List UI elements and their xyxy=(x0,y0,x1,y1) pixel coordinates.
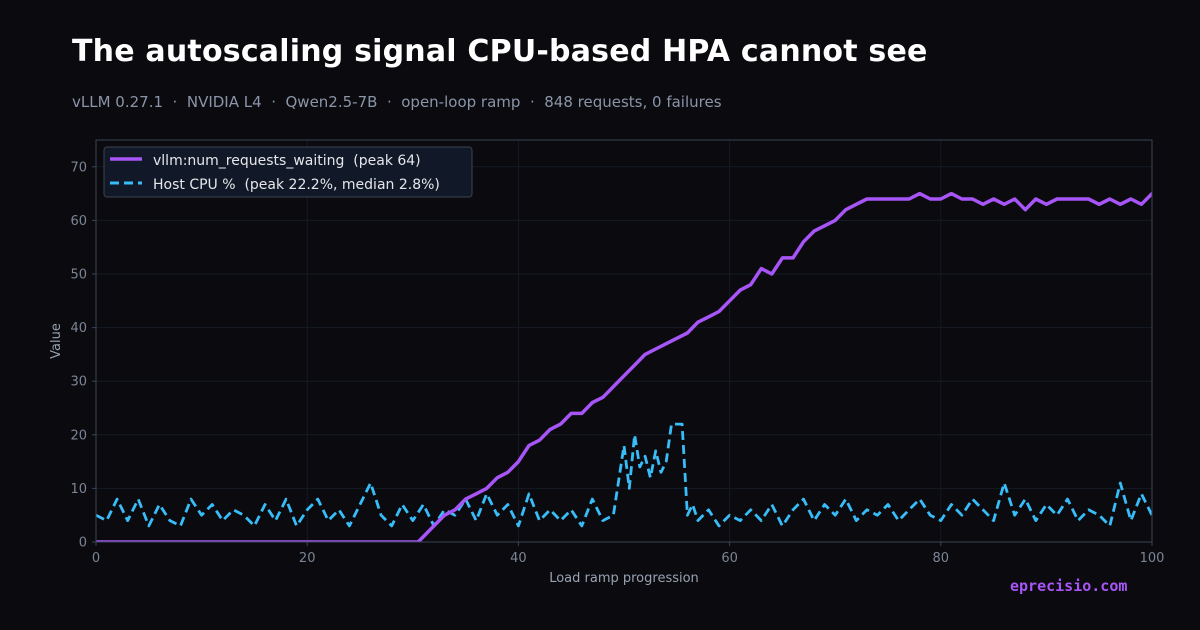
series-line-cpu xyxy=(96,422,1152,528)
legend: vllm:num_requests_waiting (peak 64) Host… xyxy=(103,146,473,198)
y-tick-label: 10 xyxy=(70,482,87,497)
x-tick-label: 80 xyxy=(933,551,950,566)
x-tick-label: 100 xyxy=(1140,551,1165,566)
chart-title: The autoscaling signal CPU-based HPA can… xyxy=(72,34,928,69)
y-tick-label: 40 xyxy=(70,321,87,336)
axis-ticks: 0 10 20 30 40 50 60 70 0 20 40 60 80 100 xyxy=(70,160,1164,566)
legend-box xyxy=(103,146,473,198)
y-tick-label: 70 xyxy=(70,160,87,175)
legend-label-waiting: vllm:num_requests_waiting (peak 64) xyxy=(153,153,421,169)
y-tick-label: 20 xyxy=(70,428,87,443)
y-tick-label: 50 xyxy=(70,268,87,283)
chart-subtitle: vLLM 0.27.1 · NVIDIA L4 · Qwen2.5-7B · o… xyxy=(72,93,722,111)
x-tick-label: 0 xyxy=(92,551,100,566)
series-group xyxy=(96,191,1152,542)
y-tick-label: 0 xyxy=(79,536,87,551)
brand-watermark: eprecisio.com xyxy=(1010,577,1128,595)
y-tick-label: 60 xyxy=(70,214,87,229)
legend-label-cpu: Host CPU % (peak 22.2%, median 2.8%) xyxy=(153,177,440,193)
plot-frame xyxy=(95,139,1153,543)
y-tick-label: 30 xyxy=(70,375,87,390)
x-tick-label: 60 xyxy=(721,551,738,566)
x-tick-label: 40 xyxy=(510,551,527,566)
y-axis-label: Value xyxy=(49,323,64,359)
series-line-waiting xyxy=(96,191,1152,542)
x-tick-label: 20 xyxy=(299,551,316,566)
x-axis-label: Load ramp progression xyxy=(549,571,699,586)
